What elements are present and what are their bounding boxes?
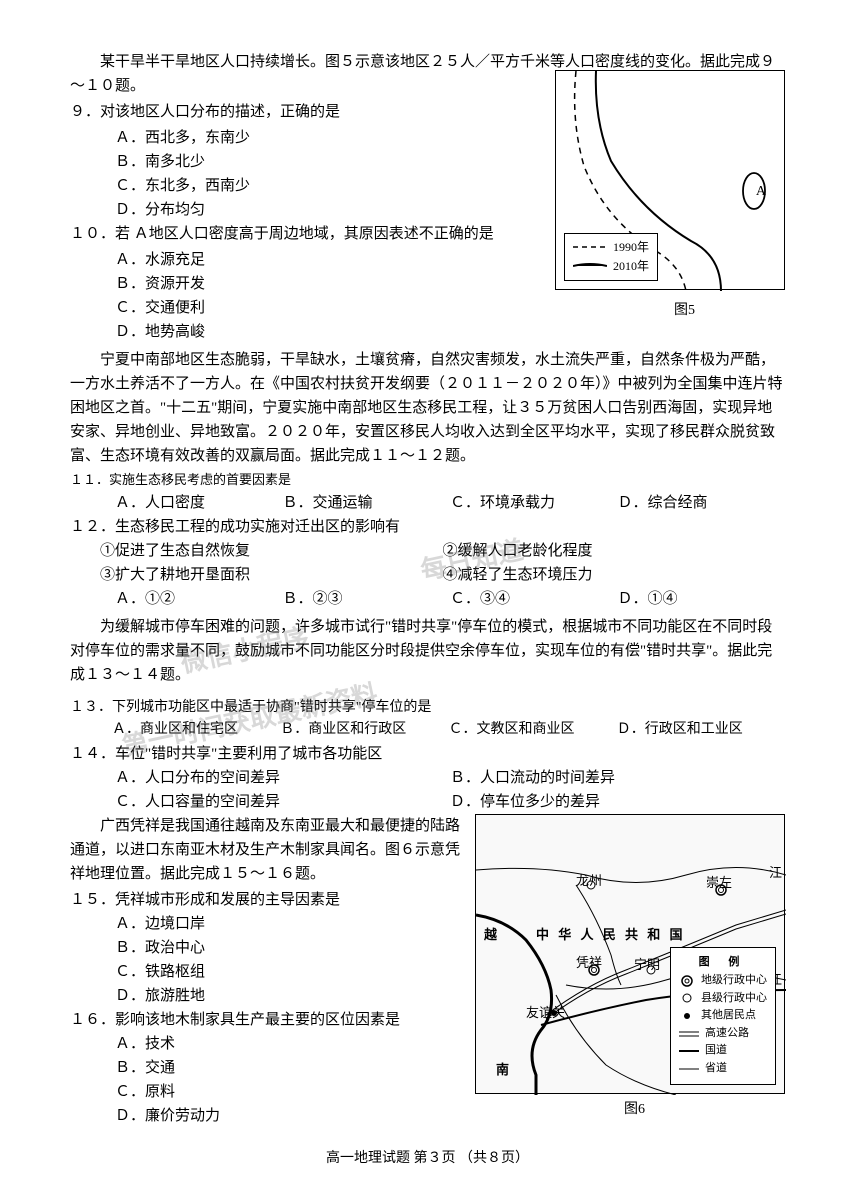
q11-d: Ｄ．综合经商 — [618, 491, 786, 515]
q13-b: Ｂ．商业区和行政区 — [280, 719, 448, 741]
q13-c: Ｃ．文教区和商业区 — [449, 719, 617, 741]
fig5-legend: 1990年 2010年 — [564, 233, 658, 281]
legend-1990: 1990年 — [613, 238, 649, 257]
page-footer: 高一地理试题 第３页 （共８页） — [70, 1148, 785, 1170]
legend-2010: 2010年 — [613, 257, 649, 276]
q10-d: Ｄ．地势高峻 — [115, 320, 540, 344]
q14-c: Ｃ．人口容量的空间差异 — [115, 790, 450, 814]
q12-c: Ｃ．③④ — [450, 587, 618, 611]
q15-b: Ｂ．政治中心 — [115, 936, 460, 960]
q12-opt2: ②缓解人口老龄化程度 — [443, 539, 786, 563]
q15-c: Ｃ．铁路枢组 — [115, 960, 460, 984]
fig6-l2: 县级行政中心 — [701, 990, 767, 1008]
q15-stem: １５．凭祥城市形成和发展的主导因素是 — [70, 888, 460, 912]
q11-c: Ｃ．环境承载力 — [450, 491, 618, 515]
q16-c: Ｃ．原料 — [115, 1080, 460, 1104]
q9-stem: ９．对该地区人口分布的描述，正确的是 — [70, 100, 540, 124]
fig6-l4: 高速公路 — [705, 1025, 749, 1043]
q16-b: Ｂ．交通 — [115, 1056, 460, 1080]
map-nan: 南 — [496, 1060, 509, 1081]
q10-b: Ｂ．资源开发 — [115, 272, 540, 296]
q14-a: Ａ．人口分布的空间差异 — [115, 766, 450, 790]
q10-a: Ａ．水源充足 — [115, 248, 540, 272]
q14-d: Ｄ．停车位多少的差异 — [450, 790, 785, 814]
q16-d: Ｄ．廉价劳动力 — [115, 1104, 460, 1128]
q10-stem: １０．若 Ａ地区人口密度高于周边地域，其原因表述不正确的是 — [70, 222, 540, 246]
q12-options-row1: ①促进了生态自然恢复 ②缓解人口老龄化程度 — [100, 539, 785, 563]
map-longzhou: 龙州 — [576, 871, 602, 892]
q14-choices-2: Ｃ．人口容量的空间差异 Ｄ．停车位多少的差异 — [115, 790, 785, 814]
q9-a: Ａ．西北多，东南少 — [130, 126, 540, 150]
q12-b: Ｂ．②③ — [283, 587, 451, 611]
intro-q13-14: 为缓解城市停车困难的问题，许多城市试行"错时共享"停车位的模式，根据城市不同功能… — [70, 615, 785, 687]
fig6-label: 图6 — [624, 1099, 645, 1121]
q13-d: Ｄ．行政区和工业区 — [617, 719, 785, 741]
map-pingxiang: 凭祥 — [576, 953, 602, 974]
q9-b: Ｂ．南多北少 — [115, 150, 540, 174]
q12-stem: １２．生态移民工程的成功实施对迁出区的影响有 — [70, 515, 785, 539]
q12-d: Ｄ．①④ — [618, 587, 786, 611]
q11-choices: Ａ．人口密度 Ｂ．交通运输 Ｃ．环境承载力 Ｄ．综合经商 — [115, 491, 785, 515]
figure-5: A 1990年 2010年 — [555, 70, 785, 290]
q12-options-row2: ③扩大了耕地开垦面积 ④减轻了生态环境压力 — [100, 563, 785, 587]
q14-choices-1: Ａ．人口分布的空间差异 Ｂ．人口流动的时间差异 — [115, 766, 785, 790]
q12-opt1: ①促进了生态自然恢复 — [100, 539, 443, 563]
fig6-l5: 国道 — [705, 1042, 727, 1060]
q14-stem: １４．车位"错时共享"主要利用了城市各功能区 — [70, 742, 785, 766]
fig6-l3: 其他居民点 — [701, 1007, 756, 1025]
q13-a: Ａ．商业区和住宅区 — [112, 719, 280, 741]
intro-q11-12: 宁夏中南部地区生态脆弱，干旱缺水，土壤贫瘠，自然灾害频发，水土流失严重，自然条件… — [70, 348, 785, 468]
fig6-l1: 地级行政中心 — [701, 972, 767, 990]
map-youyiguan: 友谊关 — [526, 1003, 565, 1024]
map-ningming: 宁明 — [634, 955, 660, 976]
q13-choices: Ａ．商业区和住宅区 Ｂ．商业区和行政区 Ｃ．文教区和商业区 Ｄ．行政区和工业区 — [112, 719, 785, 741]
map-jiang-n: 江 — [769, 863, 782, 884]
fig6-legend: 图 例 地级行政中心 县级行政中心 其他居民点 高速公路 国道 省道 — [670, 947, 776, 1084]
q9-d: Ｄ．分布均匀 — [115, 198, 540, 222]
figure-6: 龙州 崇左 中 华 人 民 共 和 国 凭祥 宁明 友谊关 明 江 越 南 江 … — [475, 814, 785, 1094]
q14-b: Ｂ．人口流动的时间差异 — [450, 766, 785, 790]
fig6-legend-title: 图 例 — [679, 954, 767, 972]
map-yue: 越 — [484, 925, 497, 946]
q12-choices: Ａ．①② Ｂ．②③ Ｃ．③④ Ｄ．①④ — [115, 587, 785, 611]
q9-c: Ｃ．东北多，西南少 — [115, 174, 540, 198]
map-chongzuo: 崇左 — [706, 873, 732, 894]
fig5-label: 图5 — [674, 300, 695, 322]
q10-c: Ｃ．交通便利 — [115, 296, 540, 320]
q15-a: Ａ．边境口岸 — [130, 912, 460, 936]
q16-stem: １６．影响该地木制家具生产最主要的区位因素是 — [70, 1008, 460, 1032]
q12-a: Ａ．①② — [115, 587, 283, 611]
fig5-marker-a: A — [756, 181, 766, 203]
q12-opt3: ③扩大了耕地开垦面积 — [100, 563, 443, 587]
q15-d: Ｄ．旅游胜地 — [115, 984, 460, 1008]
q13-stem: １３．下列城市功能区中最适于协商"错时共享"停车位的是 — [70, 697, 785, 719]
map-zhonghua: 中 华 人 民 共 和 国 — [536, 925, 686, 946]
q16-a: Ａ．技术 — [130, 1032, 460, 1056]
q12-opt4: ④减轻了生态环境压力 — [443, 563, 786, 587]
q11-b: Ｂ．交通运输 — [283, 491, 451, 515]
intro-q15-16: 广西凭祥是我国通往越南及东南亚最大和最便捷的陆路通道，以进口东南亚木材及生产木制… — [70, 814, 460, 886]
q11-a: Ａ．人口密度 — [115, 491, 283, 515]
q11-stem: １１．实施生态移民考虑的首要因素是 — [70, 470, 785, 491]
fig6-l6: 省道 — [705, 1060, 727, 1078]
